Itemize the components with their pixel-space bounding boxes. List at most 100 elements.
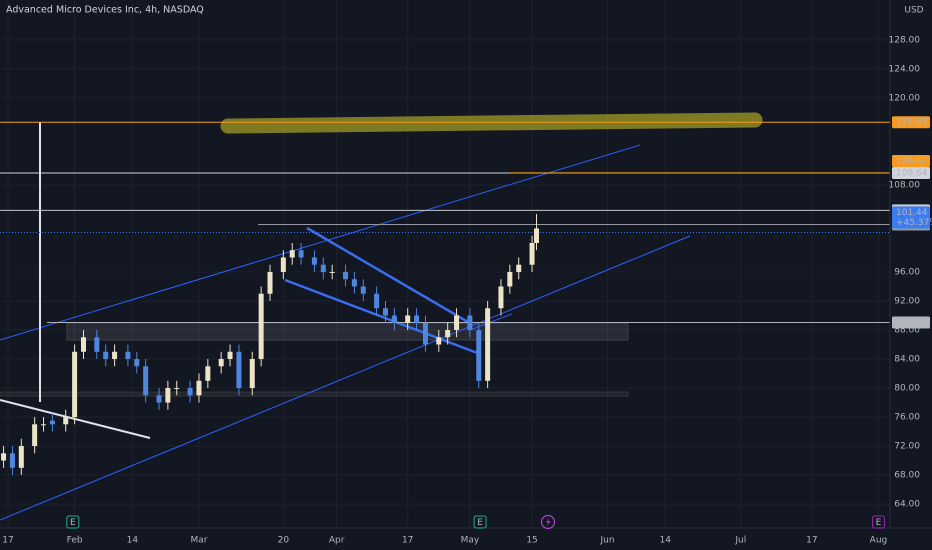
y-tick-label: 64.00 xyxy=(894,500,920,510)
candle-body xyxy=(311,257,317,265)
candle-body xyxy=(422,322,428,345)
candle-body xyxy=(143,366,149,396)
candle-body xyxy=(476,330,482,381)
y-tick-label: 96.00 xyxy=(894,267,920,277)
x-tick-label: 20 xyxy=(278,536,290,546)
candle-body xyxy=(436,337,442,345)
price-tag xyxy=(892,167,930,180)
x-tick-label: 17 xyxy=(2,536,13,546)
wedge-line xyxy=(306,226,469,324)
price-tag xyxy=(892,206,930,229)
candle-body xyxy=(320,264,326,272)
price-tag xyxy=(892,155,930,168)
candle-body xyxy=(205,366,211,381)
event-marker xyxy=(473,515,487,529)
candle-body xyxy=(454,315,460,330)
candle-body xyxy=(80,337,86,352)
currency: USD xyxy=(904,6,923,16)
candle-body xyxy=(196,380,202,396)
candle-body xyxy=(218,359,224,367)
event-label: E xyxy=(876,518,882,528)
candle-body xyxy=(360,286,366,294)
candle-body xyxy=(63,417,69,425)
channel-line xyxy=(0,235,691,521)
candle-body xyxy=(41,424,47,426)
candle-body xyxy=(382,308,388,316)
price-tag-label: 109.67 xyxy=(896,157,928,167)
price-change-label: +45.37% xyxy=(896,218,932,228)
y-tick-label: 120.00 xyxy=(889,93,921,103)
price-tag-label: 109.64 xyxy=(896,169,928,179)
candle-body xyxy=(374,293,380,309)
y-tick-label: 84.00 xyxy=(894,355,920,365)
x-tick-label: 14 xyxy=(127,536,139,546)
y-tick-label: 92.00 xyxy=(894,296,920,306)
candle-body xyxy=(1,453,7,461)
price-tag-label: 116.65 xyxy=(896,118,928,128)
candle-body xyxy=(516,264,522,272)
levels xyxy=(0,121,890,324)
event-label: E xyxy=(70,518,76,528)
x-tick-label: 17 xyxy=(806,536,817,546)
price-tag-label: 89.03 xyxy=(896,318,922,328)
candle-body xyxy=(174,388,180,390)
candle-body xyxy=(405,315,411,323)
candle-body xyxy=(329,271,335,273)
trend-line xyxy=(469,313,513,331)
candle-body xyxy=(32,424,38,447)
price-tag-label: 101.44 xyxy=(896,208,928,218)
y-tick-label: 68.00 xyxy=(894,471,920,481)
candle-body xyxy=(49,420,55,425)
candle-body xyxy=(467,315,473,330)
x-tick-label: 14 xyxy=(660,536,672,546)
candle-body xyxy=(485,308,491,381)
x-tick-label: Feb xyxy=(67,536,83,546)
chart-title: Advanced Micro Devices Inc, 4h, NASDAQ xyxy=(6,5,204,16)
zone xyxy=(0,391,629,397)
candle-body xyxy=(289,250,295,258)
zone xyxy=(66,322,629,341)
y-tick-label: 76.00 xyxy=(894,413,920,423)
candle-body xyxy=(529,242,535,265)
candle-body xyxy=(498,286,504,309)
candle-body xyxy=(9,453,15,468)
candle-body xyxy=(507,271,513,287)
x-tick-label: Jun xyxy=(600,536,615,546)
candle-body xyxy=(134,359,140,367)
y-tick-label: 124.00 xyxy=(889,64,921,74)
candle-body xyxy=(112,351,118,360)
candle-body xyxy=(258,293,264,360)
event-label: E xyxy=(477,518,483,528)
x-tick-label: May xyxy=(461,536,480,546)
candle-body xyxy=(343,271,349,280)
y-tick-label: 72.00 xyxy=(894,442,920,452)
x-tick-label: 17 xyxy=(402,536,413,546)
y-tick-label: 80.00 xyxy=(894,384,920,394)
y-tick-label: 108.00 xyxy=(889,180,921,190)
candle-body xyxy=(267,271,273,294)
candle-body xyxy=(445,330,451,338)
x-tick-label: Mar xyxy=(190,536,207,546)
candle-body xyxy=(533,228,539,243)
x-tick-label: 15 xyxy=(526,536,537,546)
candle-body xyxy=(72,351,78,418)
y-tick-label: 128.00 xyxy=(889,35,921,45)
candle-body xyxy=(414,315,420,323)
event-marker xyxy=(871,515,885,529)
candle-body xyxy=(103,351,109,360)
candle-body xyxy=(249,359,255,389)
y-tick-label: 88.00 xyxy=(894,326,920,336)
price-tag xyxy=(892,316,930,329)
highlight xyxy=(220,112,763,134)
alert-icon xyxy=(540,514,556,530)
candle-body xyxy=(125,351,131,360)
x-tick-label: Jul xyxy=(734,536,746,546)
price-tag xyxy=(892,116,930,129)
candle-body xyxy=(351,279,357,287)
axes: 128.00124.00120.00108.0096.0092.0088.008… xyxy=(2,35,932,545)
candle-body xyxy=(280,257,286,272)
candle-body xyxy=(391,315,397,323)
candle-body xyxy=(298,250,304,258)
